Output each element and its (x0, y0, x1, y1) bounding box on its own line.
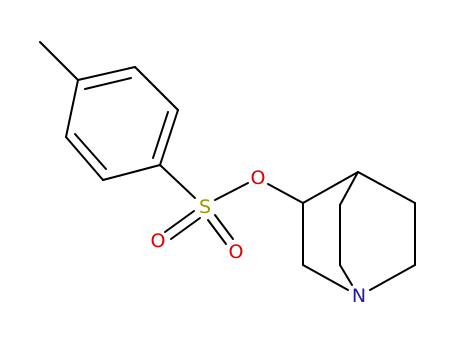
bond (170, 217, 201, 240)
atom-label: O (229, 241, 244, 263)
bond (339, 171, 359, 206)
atom-label: N (352, 285, 366, 307)
bond (214, 214, 234, 240)
bond (214, 182, 249, 201)
bond (357, 171, 416, 204)
bond (164, 210, 195, 233)
bond (74, 133, 107, 170)
atom-label: O (151, 230, 166, 252)
bond (102, 164, 161, 181)
bond (134, 66, 179, 111)
bond (159, 109, 179, 166)
bonds (39, 41, 416, 291)
bond (339, 264, 353, 286)
bond (159, 164, 196, 199)
atom-label: S (199, 196, 211, 218)
bond (84, 77, 132, 90)
bond (39, 41, 79, 81)
atom-label: O (251, 167, 266, 189)
bond (207, 219, 227, 245)
bond (369, 264, 416, 291)
bond (152, 111, 169, 159)
bond (302, 171, 359, 204)
bond (65, 136, 104, 181)
bond (302, 264, 349, 291)
bond (65, 79, 79, 138)
bond (77, 66, 136, 81)
bond (267, 183, 304, 204)
